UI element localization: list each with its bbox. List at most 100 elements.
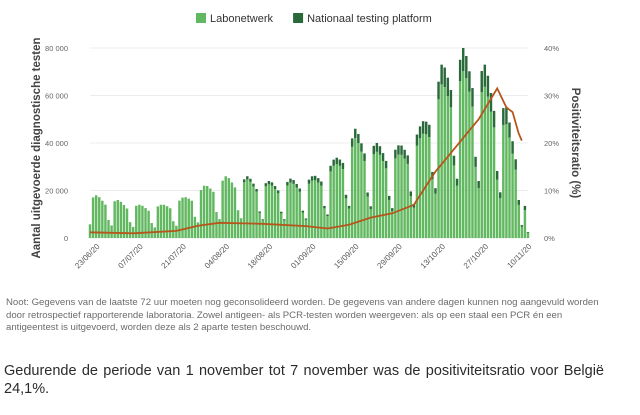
bar-labonetwerk bbox=[317, 182, 320, 238]
bar-labonetwerk bbox=[391, 211, 394, 238]
bar-nationaal-testing-platform bbox=[499, 192, 502, 199]
bar-labonetwerk bbox=[162, 204, 166, 238]
bar-labonetwerk bbox=[477, 188, 480, 238]
bar-nationaal-testing-platform bbox=[375, 143, 379, 152]
bar-labonetwerk bbox=[489, 111, 493, 238]
bar-labonetwerk bbox=[252, 186, 255, 238]
bar-series bbox=[88, 48, 530, 239]
bar-labonetwerk bbox=[366, 196, 369, 238]
bar-labonetwerk bbox=[378, 154, 382, 238]
bar-labonetwerk bbox=[175, 225, 178, 238]
bar-labonetwerk bbox=[122, 205, 126, 238]
bar-nationaal-testing-platform bbox=[468, 71, 471, 92]
y-axis-title: Aantal uitgevoerde diagnostische testen bbox=[31, 37, 43, 258]
bar-labonetwerk bbox=[400, 154, 403, 238]
bar-nationaal-testing-platform bbox=[354, 128, 357, 139]
bar-labonetwerk bbox=[499, 198, 502, 238]
bar-nationaal-testing-platform bbox=[446, 77, 450, 97]
bar-nationaal-testing-platform bbox=[412, 204, 416, 208]
bar-labonetwerk bbox=[304, 219, 308, 238]
bar-labonetwerk bbox=[384, 168, 388, 238]
bar-nationaal-testing-platform bbox=[304, 218, 308, 220]
x-tick-label: 01/09/20 bbox=[289, 242, 318, 271]
bar-labonetwerk bbox=[468, 91, 471, 239]
bar-labonetwerk bbox=[495, 179, 499, 238]
bar-labonetwerk bbox=[218, 219, 221, 238]
bar-labonetwerk bbox=[258, 212, 261, 238]
bar-labonetwerk bbox=[307, 183, 311, 238]
bar-nationaal-testing-platform bbox=[452, 155, 456, 166]
bar-nationaal-testing-platform bbox=[400, 145, 403, 155]
bar-labonetwerk bbox=[480, 92, 483, 239]
x-tick-label: 21/07/20 bbox=[160, 242, 189, 271]
bar-nationaal-testing-platform bbox=[357, 134, 360, 144]
bar-labonetwerk bbox=[239, 218, 243, 238]
bar-labonetwerk bbox=[98, 197, 101, 238]
bar-nationaal-testing-platform bbox=[243, 179, 246, 183]
bar-nationaal-testing-platform bbox=[249, 178, 252, 182]
bar-nationaal-testing-platform bbox=[391, 208, 394, 212]
bar-labonetwerk bbox=[184, 197, 187, 238]
bar-nationaal-testing-platform bbox=[465, 56, 468, 79]
bar-nationaal-testing-platform bbox=[394, 149, 397, 159]
bar-labonetwerk bbox=[156, 206, 160, 238]
x-tick-label: 18/08/20 bbox=[246, 242, 275, 271]
bar-labonetwerk bbox=[144, 208, 147, 238]
chart-legend: Labonetwerk Nationaal testing platform bbox=[196, 13, 432, 25]
bar-labonetwerk bbox=[215, 212, 218, 238]
bar-labonetwerk bbox=[159, 204, 163, 238]
bar-nationaal-testing-platform bbox=[492, 110, 496, 128]
x-tick-label: 07/07/20 bbox=[116, 242, 145, 271]
bar-labonetwerk bbox=[224, 176, 227, 238]
bar-labonetwerk bbox=[344, 198, 348, 238]
bar-labonetwerk bbox=[116, 200, 119, 238]
x-tick-label: 23/06/20 bbox=[73, 242, 102, 271]
bar-nationaal-testing-platform bbox=[280, 211, 283, 214]
bar-nationaal-testing-platform bbox=[455, 178, 459, 186]
bar-labonetwerk bbox=[372, 154, 375, 238]
y2-tick-label: 0% bbox=[544, 234, 555, 243]
bar-nationaal-testing-platform bbox=[514, 159, 517, 170]
bar-labonetwerk bbox=[357, 143, 360, 238]
bar-labonetwerk bbox=[101, 200, 104, 238]
bar-nationaal-testing-platform bbox=[387, 195, 391, 200]
bar-labonetwerk bbox=[246, 179, 249, 238]
bar-labonetwerk bbox=[360, 151, 363, 238]
bar-labonetwerk bbox=[209, 188, 212, 238]
chart-footnote: Noot: Gegevens van de laatste 72 uur moe… bbox=[6, 297, 599, 333]
bar-labonetwerk bbox=[298, 191, 301, 238]
bar-labonetwerk bbox=[514, 169, 517, 238]
bar-nationaal-testing-platform bbox=[313, 175, 317, 181]
bar-nationaal-testing-platform bbox=[360, 143, 363, 152]
legend-swatch-1 bbox=[293, 13, 304, 23]
bar-labonetwerk bbox=[199, 189, 203, 238]
bar-labonetwerk bbox=[286, 185, 289, 238]
bar-nationaal-testing-platform bbox=[523, 205, 527, 211]
bar-labonetwerk bbox=[486, 96, 490, 238]
bar-nationaal-testing-platform bbox=[246, 176, 249, 180]
bar-nationaal-testing-platform bbox=[440, 64, 443, 85]
y2-tick-label: 20% bbox=[544, 139, 559, 148]
bar-nationaal-testing-platform bbox=[286, 181, 289, 186]
bar-labonetwerk bbox=[202, 185, 206, 238]
bar-labonetwerk bbox=[141, 205, 144, 238]
bar-nationaal-testing-platform bbox=[486, 75, 490, 97]
bar-nationaal-testing-platform bbox=[338, 159, 342, 166]
bar-labonetwerk bbox=[227, 178, 231, 238]
bar-labonetwerk bbox=[255, 191, 258, 238]
bar-nationaal-testing-platform bbox=[437, 81, 440, 100]
bar-labonetwerk bbox=[267, 184, 271, 238]
bar-nationaal-testing-platform bbox=[471, 88, 474, 107]
bar-nationaal-testing-platform bbox=[347, 205, 351, 209]
bar-labonetwerk bbox=[332, 165, 335, 238]
bar-nationaal-testing-platform bbox=[341, 162, 345, 170]
bar-labonetwerk bbox=[119, 201, 123, 238]
bar-nationaal-testing-platform bbox=[508, 122, 511, 138]
bar-nationaal-testing-platform bbox=[458, 59, 462, 82]
bar-labonetwerk bbox=[135, 205, 138, 238]
bar-labonetwerk bbox=[196, 222, 200, 238]
bar-labonetwerk bbox=[492, 127, 496, 238]
bar-nationaal-testing-platform bbox=[369, 206, 372, 210]
bar-nationaal-testing-platform bbox=[323, 205, 326, 209]
bar-nationaal-testing-platform bbox=[332, 159, 335, 166]
